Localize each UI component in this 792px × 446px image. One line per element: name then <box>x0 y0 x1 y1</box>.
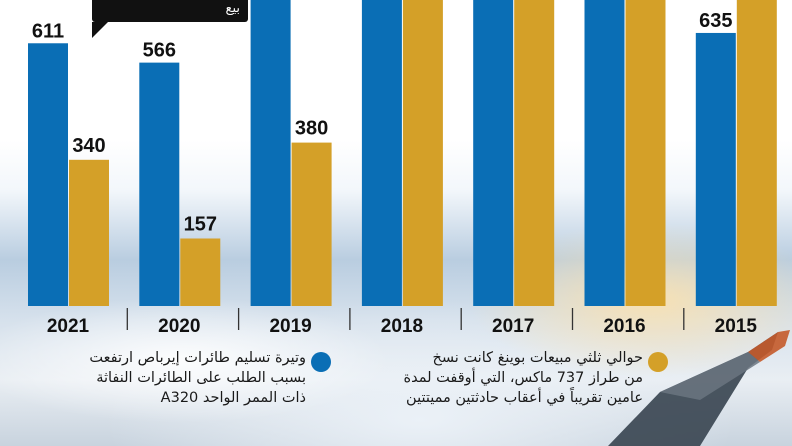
bar-gold-2021 <box>69 159 109 306</box>
year-label-2021: 2021 <box>47 316 90 337</box>
x-axis-layer: 2021 2020 2019 2018 2017 2016 2015 <box>47 308 758 337</box>
bar-gold-2018 <box>402 0 443 306</box>
bar-gold-2017 <box>514 0 555 306</box>
value-label-gold-2019: 380 <box>295 118 328 140</box>
year-label-2020: 2020 <box>158 316 200 337</box>
legend-gold-text: حوالي ثلثي مبيعات بوينغ كانت نسخ من طراز… <box>403 350 643 406</box>
bar-blue-2017 <box>473 0 514 306</box>
value-label-blue-2020: 566 <box>143 40 176 62</box>
bar-blue-2015 <box>695 32 736 306</box>
value-label-blue-2015: 635 <box>699 10 732 32</box>
callout-tail <box>92 22 108 38</box>
legend-blue-marker <box>311 352 331 372</box>
bar-gold-2015 <box>736 0 777 306</box>
bar-gold-2019 <box>291 142 332 306</box>
bar-blue-2019 <box>250 0 291 306</box>
bar-gold-2016 <box>625 0 666 306</box>
value-labels-layer: 611 340 566 157 380 635 <box>32 10 733 236</box>
year-label-2016: 2016 <box>603 316 645 337</box>
legend-gold-marker <box>648 352 668 372</box>
callout-box: بيع <box>92 0 248 22</box>
year-label-2015: 2015 <box>715 316 758 337</box>
bar-blue-2016 <box>584 0 625 306</box>
value-label-gold-2021: 340 <box>72 135 105 157</box>
bar-blue-2020 <box>139 62 180 307</box>
legend-blue-text: وتيرة تسليم طائرات إيرباص ارتفعت بسبب ال… <box>89 350 306 406</box>
year-label-2019: 2019 <box>269 316 311 337</box>
callout-text: بيع <box>225 1 240 16</box>
value-label-gold-2020: 157 <box>184 213 217 235</box>
bar-blue-2021 <box>28 43 68 307</box>
year-label-2017: 2017 <box>492 316 534 337</box>
bar-gold-2020 <box>180 238 221 306</box>
bars-layer <box>28 0 777 307</box>
value-label-blue-2021: 611 <box>32 20 64 42</box>
bar-blue-2018 <box>361 0 402 306</box>
year-label-2018: 2018 <box>381 316 423 337</box>
